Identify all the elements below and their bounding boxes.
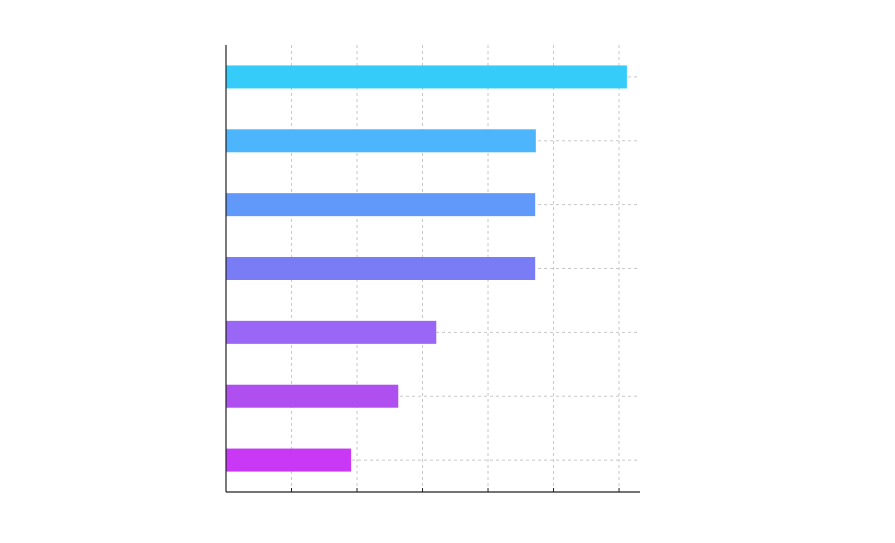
bar — [226, 129, 536, 153]
bar — [226, 65, 627, 89]
bar — [226, 193, 536, 217]
bar — [226, 257, 536, 280]
bar — [226, 448, 352, 472]
bar — [226, 384, 399, 408]
bar — [226, 320, 437, 344]
